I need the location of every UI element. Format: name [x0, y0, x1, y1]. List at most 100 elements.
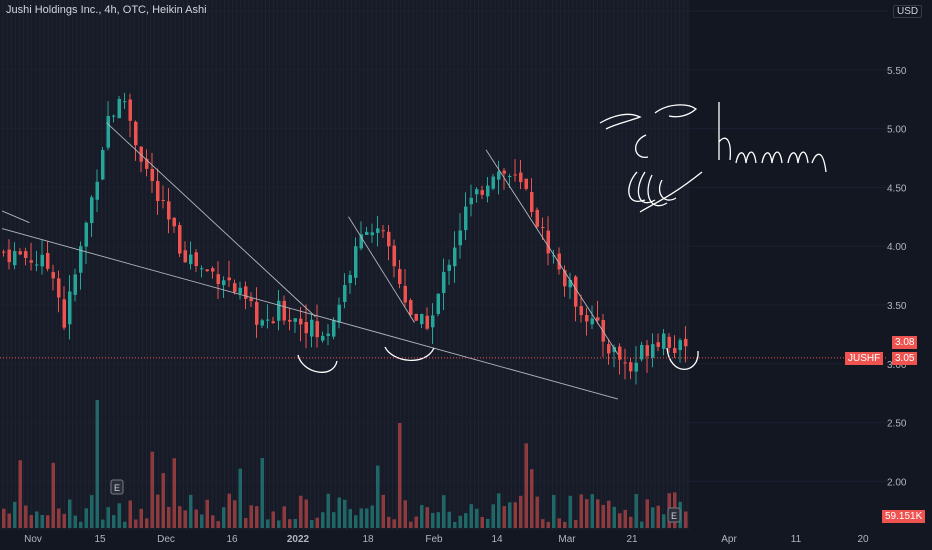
- candle-body: [634, 362, 638, 372]
- candle-body: [585, 315, 589, 322]
- volume-bar: [480, 517, 484, 528]
- candle-body: [667, 336, 671, 348]
- volume-bar: [557, 518, 561, 528]
- volume-bar: [233, 500, 237, 528]
- candle-body: [277, 300, 281, 321]
- volume-bar: [524, 443, 528, 528]
- earnings-event-icon[interactable]: E: [110, 479, 124, 495]
- candle-body: [651, 344, 655, 358]
- face-eye-left: [599, 113, 642, 130]
- candle-body: [106, 116, 110, 148]
- volume-bar: [640, 521, 644, 528]
- volume-bar: [623, 509, 627, 528]
- volume-bar: [585, 499, 589, 528]
- volume-bar: [156, 494, 160, 528]
- candle-body: [62, 299, 66, 328]
- candle-body: [508, 176, 512, 178]
- candle-body: [403, 285, 407, 303]
- volume-bar: [387, 516, 391, 528]
- chart-title: Jushi Holdings Inc., 4h, OTC, Heikin Ash…: [6, 4, 207, 16]
- volume-bar: [266, 519, 270, 528]
- volume-bar: [18, 460, 22, 528]
- trendline[interactable]: [485, 149, 619, 355]
- volume-bar: [150, 451, 154, 528]
- event-icons[interactable]: EE: [110, 479, 681, 523]
- candle-body: [156, 181, 160, 201]
- volume-bar: [62, 513, 66, 528]
- time-axis[interactable]: Nov 15 Dec 16 2022 18 Feb 14 Mar 21 Apr 11 20: [0, 530, 932, 550]
- candle-body: [117, 98, 121, 119]
- volume-bar: [101, 519, 105, 528]
- candle-body: [7, 249, 11, 263]
- volume-bar: [40, 514, 44, 528]
- trendline[interactable]: [1, 210, 30, 224]
- candle-body: [299, 318, 303, 325]
- candle-body: [128, 99, 132, 121]
- candle-body: [134, 121, 138, 146]
- time-tick-label: 18: [362, 534, 374, 545]
- candle-body: [282, 300, 286, 321]
- time-tick-label: 2022: [287, 534, 310, 545]
- volume-bar: [590, 494, 594, 528]
- price-tick-label: 2.00: [887, 477, 907, 488]
- candle-body: [453, 247, 457, 267]
- candle-body: [84, 222, 88, 247]
- time-tick-label: 15: [94, 534, 106, 545]
- candle-body: [370, 232, 374, 236]
- candle-body: [541, 227, 545, 229]
- candle-body: [24, 251, 28, 258]
- last-price-tag: 3.08: [892, 336, 918, 349]
- volume-bar: [117, 503, 121, 528]
- volume-bar: [238, 468, 242, 528]
- candle-body: [249, 298, 253, 302]
- candle-body: [35, 264, 39, 266]
- time-tick-label: Apr: [721, 534, 737, 545]
- trendline[interactable]: [348, 216, 415, 323]
- volume-bar: [684, 511, 688, 528]
- candle-body: [233, 283, 237, 293]
- candle-body: [123, 101, 127, 103]
- trendline[interactable]: [106, 122, 316, 318]
- volume-bar: [194, 509, 198, 528]
- volume-bar: [134, 519, 138, 528]
- trendline[interactable]: [1, 228, 619, 400]
- volume-bar: [68, 499, 72, 528]
- volume-bar: [656, 505, 660, 528]
- currency-button[interactable]: USD: [893, 5, 923, 18]
- volume-bar: [502, 506, 506, 528]
- candle-body: [447, 264, 451, 271]
- candle-body: [255, 301, 259, 325]
- price-axis[interactable]: 65.505.004.504.003.503.002.502.00: [887, 0, 932, 550]
- volume-bar: [464, 513, 468, 528]
- volume-bar: [376, 465, 380, 528]
- candle-body: [513, 174, 517, 176]
- earnings-event-icon[interactable]: E: [667, 507, 681, 523]
- grid: [0, 10, 888, 482]
- volume-bar: [359, 508, 363, 528]
- candle-body: [673, 348, 677, 354]
- volume-bar: [425, 507, 429, 528]
- candle-body: [365, 231, 369, 235]
- volume-bar: [244, 518, 248, 528]
- candle-body: [629, 362, 633, 372]
- candle-body: [304, 321, 308, 334]
- candle-body: [420, 314, 424, 325]
- smile-arc-3: [666, 347, 699, 371]
- candle-body: [205, 269, 209, 271]
- volume-bar: [381, 494, 385, 528]
- trendlines: [1, 122, 619, 400]
- candle-body: [337, 304, 341, 323]
- candle-body: [535, 209, 539, 227]
- candle-body: [90, 197, 94, 224]
- volume-bar: [293, 519, 297, 528]
- candle-body: [18, 251, 22, 255]
- price-tick-label: 4.50: [887, 183, 907, 194]
- volume-bar: [189, 494, 193, 528]
- candle-body: [271, 321, 275, 323]
- candle-body: [530, 192, 534, 212]
- candle-body: [524, 178, 528, 189]
- volume-bar: [51, 462, 55, 528]
- volume-bar: [321, 512, 325, 528]
- candle-body: [596, 317, 600, 321]
